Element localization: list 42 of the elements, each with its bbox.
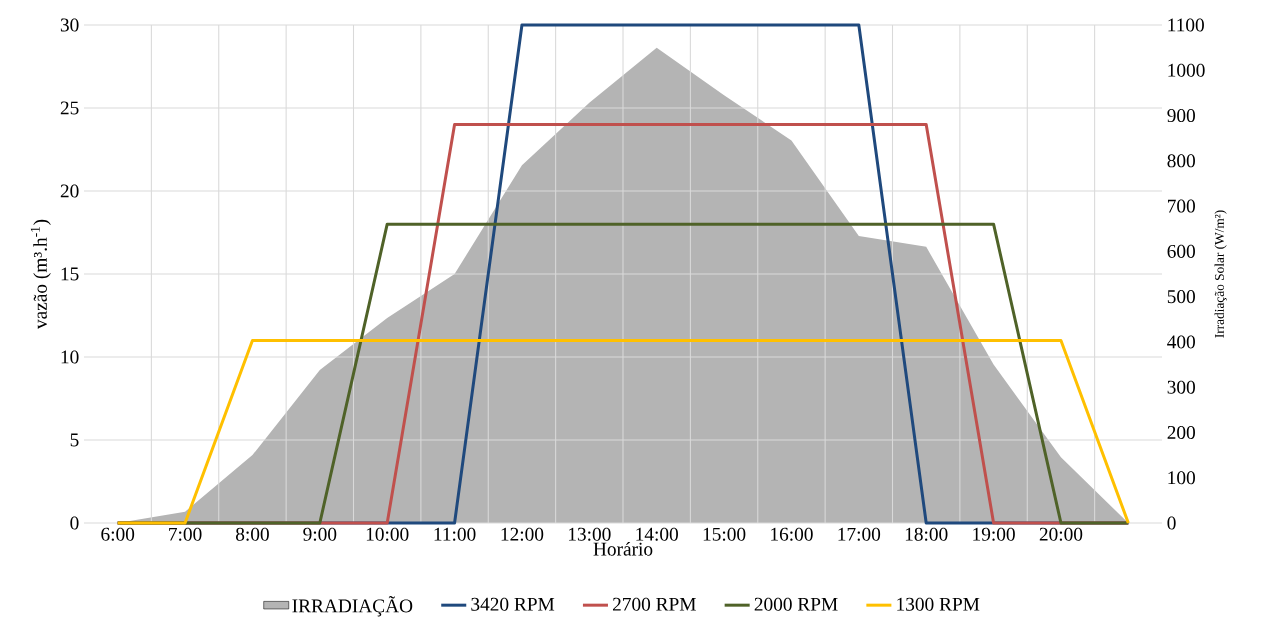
y2-tick-label: 300 — [1167, 380, 1195, 394]
y2-tick-label: 700 — [1168, 199, 1195, 213]
x-tick-label: 11:00 — [434, 527, 476, 542]
x-tick-label: 12:00 — [501, 527, 544, 542]
y2-tick-label: 0 — [1167, 516, 1176, 530]
y2-tick-label: 600 — [1167, 245, 1195, 259]
x-axis-title: Horário — [593, 542, 653, 556]
x-tick-label: 15:00 — [703, 527, 746, 542]
y2-tick-label: 100 — [1168, 471, 1195, 485]
y2-tick-label: 1100 — [1168, 18, 1204, 32]
x-tick-label: 8:00 — [235, 527, 269, 542]
x-tick-label: 19:00 — [973, 527, 1015, 542]
x-tick-label: 14:00 — [636, 527, 678, 542]
y2-tick-label: 1000 — [1168, 63, 1205, 77]
legend-label: 2700 RPM — [612, 597, 696, 611]
y2-tick-label: 800 — [1167, 154, 1195, 168]
x-tick-label: 7:00 — [169, 527, 202, 542]
y2-tick-label: 900 — [1167, 109, 1195, 123]
y-tick-label: 0 — [70, 516, 79, 530]
y-tick-label: 5 — [70, 433, 79, 447]
x-tick-label: 9:00 — [303, 527, 337, 542]
x-tick-label: 6:00 — [101, 527, 135, 542]
y2-axis-title: Irradiação Solar (W/m²) — [1214, 210, 1227, 338]
legend-label: 3420 RPM — [471, 597, 555, 611]
x-tick-label: 17:00 — [838, 527, 881, 542]
x-tick-label: 20:00 — [1039, 527, 1083, 542]
y-tick-label: 20 — [60, 184, 79, 198]
x-tick-label: 16:00 — [771, 527, 813, 542]
y-tick-label: 25 — [60, 101, 79, 115]
y2-tick-label: 400 — [1167, 335, 1195, 349]
x-tick-label: 18:00 — [905, 527, 948, 542]
x-tick-label: 10:00 — [366, 527, 409, 542]
legend-label: IRRADIAÇÃO — [292, 596, 413, 617]
y2-tick-label: 200 — [1167, 426, 1195, 440]
x-tick-label: 13:00 — [568, 527, 611, 542]
y-tick-label: 15 — [61, 267, 79, 281]
y-axis-title: vazão (m³.h$^{-1}$) — [30, 220, 51, 330]
y2-tick-label: 500 — [1167, 290, 1195, 304]
legend-label: 2000 RPM — [754, 597, 838, 611]
y-tick-label: 30 — [60, 18, 79, 32]
legend-label: 1300 RPM — [897, 597, 980, 611]
y-tick-label: 10 — [61, 350, 79, 364]
